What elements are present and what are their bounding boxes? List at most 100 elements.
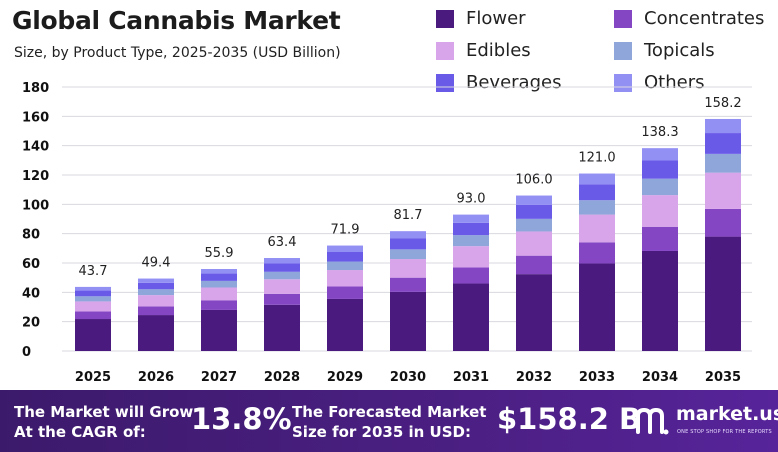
bar-segment-others-2030 xyxy=(390,231,426,239)
y-tick-label: 80 xyxy=(22,228,40,243)
y-tick-label: 60 xyxy=(22,257,40,272)
bar-segment-topicals-2030 xyxy=(390,249,426,260)
bar-segment-concentrates-2035 xyxy=(705,208,741,237)
bar-segment-beverages-2031 xyxy=(453,222,489,236)
bar-segment-flower-2026 xyxy=(138,315,174,351)
bar-segment-topicals-2032 xyxy=(516,218,552,232)
bar-segment-beverages-2028 xyxy=(264,263,300,272)
bar-segment-others-2029 xyxy=(327,245,363,252)
forecast-label-line1: The Forecasted Market xyxy=(292,403,487,421)
bar-segment-beverages-2027 xyxy=(201,273,237,281)
bar-segment-concentrates-2033 xyxy=(579,242,615,264)
bar-segment-flower-2027 xyxy=(201,309,237,351)
cagr-label-line2: At the CAGR of: xyxy=(14,423,146,441)
bar-segment-edibles-2034 xyxy=(642,195,678,227)
x-tick-label-2031: 2031 xyxy=(453,370,489,385)
bar-segment-concentrates-2026 xyxy=(138,306,174,316)
bar-segment-others-2026 xyxy=(138,278,174,283)
bar-segment-beverages-2032 xyxy=(516,204,552,219)
bar-segment-flower-2028 xyxy=(264,304,300,351)
bar-segment-topicals-2035 xyxy=(705,153,741,173)
market-us-logo: market.us ONE STOP SHOP FOR THE REPORTS xyxy=(632,400,778,444)
y-tick-label: 180 xyxy=(22,81,49,96)
bar-segment-concentrates-2031 xyxy=(453,267,489,284)
bar-segment-topicals-2028 xyxy=(264,271,300,280)
bar-segment-edibles-2027 xyxy=(201,287,237,301)
bar-segment-beverages-2025 xyxy=(75,290,111,297)
y-tick-label: 40 xyxy=(22,286,40,301)
bar-segment-concentrates-2027 xyxy=(201,300,237,310)
chart-title: Global Cannabis Market xyxy=(12,6,341,35)
y-tick-label: 0 xyxy=(22,345,31,360)
stacked-bar-chart: 0 20 40 60 80 100 120 140 160 180 43.7 2025 49.4 2026… xyxy=(22,81,752,385)
x-tick-label-2034: 2034 xyxy=(642,370,678,385)
bar-segment-concentrates-2034 xyxy=(642,226,678,251)
legend-label: Others xyxy=(644,72,705,93)
legend-item-flower: Flower xyxy=(436,8,526,29)
legend-swatch xyxy=(614,9,632,28)
bar-segment-topicals-2031 xyxy=(453,235,489,247)
bar-segment-edibles-2032 xyxy=(516,231,552,256)
bar-segment-others-2034 xyxy=(642,148,678,161)
bar-segment-beverages-2026 xyxy=(138,282,174,290)
y-tick-label: 140 xyxy=(22,140,49,155)
total-label-2027: 55.9 xyxy=(205,246,234,261)
total-label-2035: 158.2 xyxy=(704,96,741,111)
bar-segment-flower-2029 xyxy=(327,298,363,351)
total-label-2025: 43.7 xyxy=(79,264,108,279)
bar-segment-edibles-2035 xyxy=(705,172,741,209)
bar-segment-edibles-2025 xyxy=(75,301,111,312)
forecast-label-line2: Size for 2035 in USD: xyxy=(292,423,471,441)
bar-segment-others-2028 xyxy=(264,258,300,264)
y-tick-label: 120 xyxy=(22,169,49,184)
x-tick-label-2027: 2027 xyxy=(201,370,237,385)
brand-name: market.us xyxy=(676,403,778,425)
total-label-2031: 93.0 xyxy=(457,192,486,207)
total-label-2029: 71.9 xyxy=(331,223,360,238)
legend-label: Topicals xyxy=(644,40,715,61)
cagr-label-line1: The Market will Grow xyxy=(14,403,194,421)
bar-segment-topicals-2026 xyxy=(138,289,174,296)
legend-item-edibles: Edibles xyxy=(436,40,531,61)
brand-tagline: ONE STOP SHOP FOR THE REPORTS xyxy=(677,429,772,435)
y-tick-label: 160 xyxy=(22,110,49,125)
bar-segment-flower-2030 xyxy=(390,291,426,351)
y-tick-label: 100 xyxy=(22,198,49,213)
bar-segment-beverages-2033 xyxy=(579,184,615,201)
market-us-logo-icon xyxy=(636,407,669,435)
bar-segment-beverages-2029 xyxy=(327,252,363,262)
bar-segment-flower-2032 xyxy=(516,274,552,351)
bar-segment-beverages-2034 xyxy=(642,160,678,179)
bar-segment-edibles-2030 xyxy=(390,259,426,278)
total-label-2030: 81.7 xyxy=(394,208,423,223)
bar-segment-flower-2034 xyxy=(642,250,678,351)
total-label-2034: 138.3 xyxy=(641,125,678,140)
legend-item-topicals: Topicals xyxy=(614,40,715,61)
bar-segment-flower-2025 xyxy=(75,319,111,351)
total-label-2033: 121.0 xyxy=(578,151,615,166)
legend-label: Concentrates xyxy=(644,8,765,29)
bar-segment-others-2033 xyxy=(579,173,615,185)
x-tick-label-2030: 2030 xyxy=(390,370,426,385)
bar-segment-edibles-2033 xyxy=(579,214,615,243)
x-tick-label-2025: 2025 xyxy=(75,370,111,385)
bar-segment-topicals-2025 xyxy=(75,296,111,302)
bar-segment-topicals-2033 xyxy=(579,200,615,215)
x-tick-label-2033: 2033 xyxy=(579,370,615,385)
legend-swatch xyxy=(436,9,454,28)
bar-segment-others-2025 xyxy=(75,286,111,291)
legend-swatch xyxy=(436,41,454,60)
bar-segment-concentrates-2030 xyxy=(390,277,426,292)
legend-swatch xyxy=(614,41,632,60)
chart-subtitle: Size, by Product Type, 2025-2035 (USD Bi… xyxy=(14,45,341,61)
forecast-value: $158.2 B xyxy=(497,402,642,436)
bar-segment-concentrates-2028 xyxy=(264,293,300,305)
bar-segment-concentrates-2032 xyxy=(516,255,552,275)
bar-segment-edibles-2028 xyxy=(264,279,300,294)
bar-segment-flower-2031 xyxy=(453,283,489,351)
x-tick-label-2028: 2028 xyxy=(264,370,300,385)
bar-segment-others-2027 xyxy=(201,269,237,274)
x-tick-label-2032: 2032 xyxy=(516,370,552,385)
bar-segment-others-2035 xyxy=(705,118,741,134)
